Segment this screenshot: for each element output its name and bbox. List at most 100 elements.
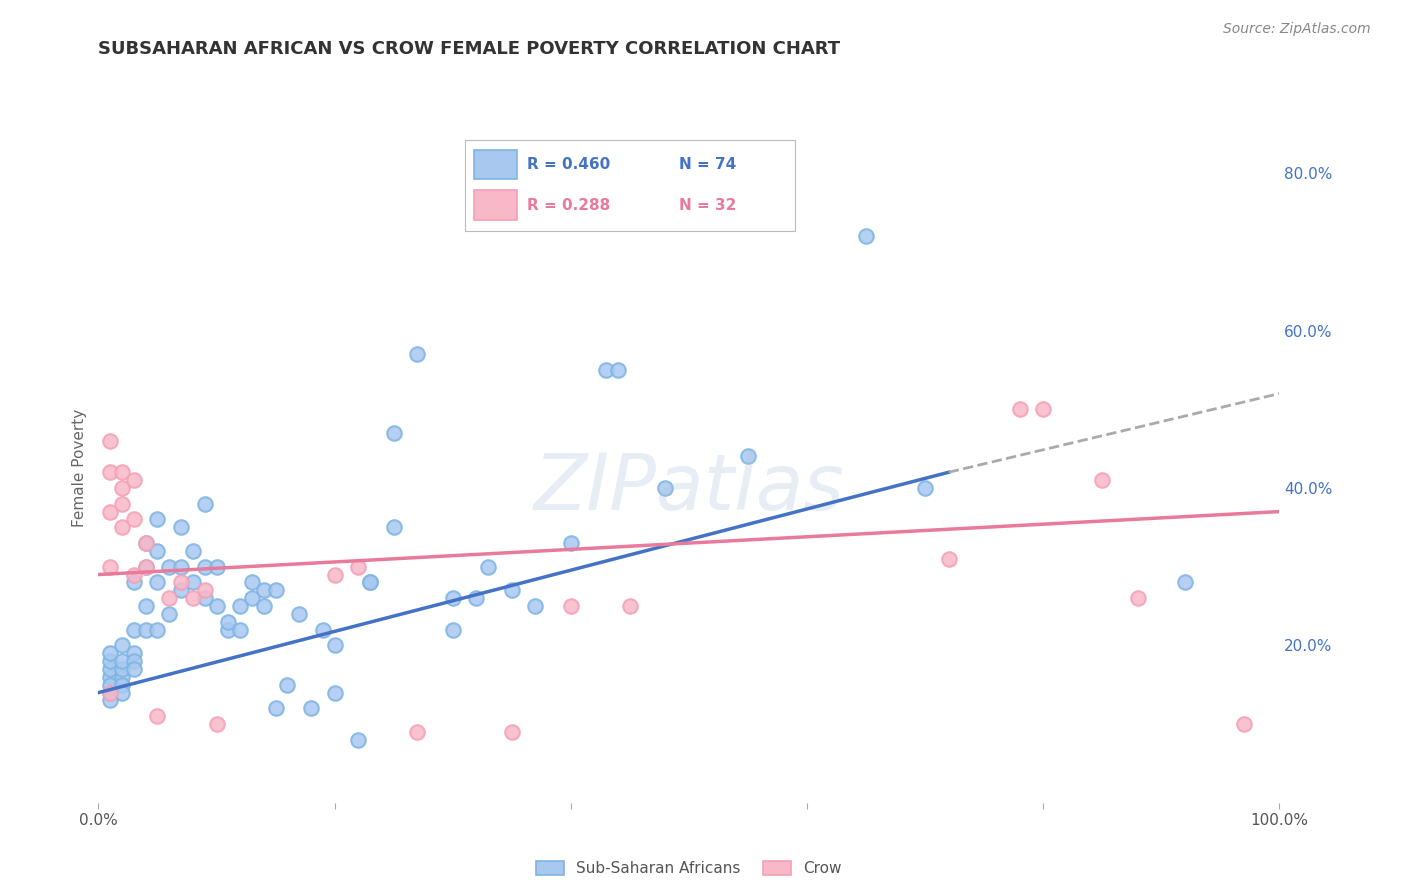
Point — [737, 450, 759, 464]
Point — [501, 725, 523, 739]
Point — [98, 685, 121, 699]
Point — [264, 701, 287, 715]
Point — [406, 725, 429, 739]
Point — [157, 607, 180, 621]
Point — [229, 599, 252, 613]
Point — [170, 583, 193, 598]
Point — [181, 544, 204, 558]
Point — [501, 583, 523, 598]
Point — [323, 639, 346, 653]
Legend: Sub-Saharan Africans, Crow: Sub-Saharan Africans, Crow — [530, 855, 848, 882]
Point — [441, 623, 464, 637]
Point — [98, 505, 121, 519]
Point — [135, 623, 157, 637]
Point — [146, 623, 169, 637]
Point — [111, 497, 134, 511]
Point — [122, 646, 145, 660]
Point — [146, 709, 169, 723]
Point — [253, 599, 276, 613]
Point — [122, 662, 145, 676]
Point — [111, 678, 134, 692]
Point — [122, 654, 145, 668]
Point — [524, 599, 547, 613]
Point — [170, 575, 193, 590]
Point — [111, 654, 134, 668]
Point — [914, 481, 936, 495]
Text: Source: ZipAtlas.com: Source: ZipAtlas.com — [1223, 22, 1371, 37]
Point — [98, 678, 121, 692]
Point — [135, 536, 157, 550]
Point — [1091, 473, 1114, 487]
Point — [111, 639, 134, 653]
Point — [1233, 717, 1256, 731]
Point — [194, 559, 217, 574]
Point — [122, 512, 145, 526]
Point — [146, 544, 169, 558]
Point — [619, 599, 641, 613]
Point — [135, 559, 157, 574]
Point — [347, 559, 370, 574]
Point — [560, 599, 582, 613]
Point — [98, 646, 121, 660]
Point — [217, 623, 239, 637]
Point — [595, 363, 617, 377]
Point — [146, 512, 169, 526]
Point — [135, 599, 157, 613]
Point — [194, 583, 217, 598]
Point — [253, 583, 276, 598]
Point — [98, 662, 121, 676]
Point — [240, 575, 263, 590]
Point — [122, 575, 145, 590]
Point — [122, 473, 145, 487]
Point — [98, 654, 121, 668]
Point — [135, 559, 157, 574]
Point — [111, 670, 134, 684]
Point — [323, 567, 346, 582]
Point — [98, 434, 121, 448]
Point — [264, 583, 287, 598]
Point — [1008, 402, 1031, 417]
Point — [170, 520, 193, 534]
Point — [111, 465, 134, 479]
Point — [98, 670, 121, 684]
Point — [217, 615, 239, 629]
Point — [205, 559, 228, 574]
Text: SUBSAHARAN AFRICAN VS CROW FEMALE POVERTY CORRELATION CHART: SUBSAHARAN AFRICAN VS CROW FEMALE POVERT… — [98, 40, 841, 58]
Point — [441, 591, 464, 606]
Point — [288, 607, 311, 621]
Point — [205, 717, 228, 731]
Point — [560, 536, 582, 550]
Text: ZIPatlas: ZIPatlas — [533, 450, 845, 526]
Point — [1126, 591, 1149, 606]
Point — [205, 599, 228, 613]
Point — [359, 575, 381, 590]
Point — [299, 701, 322, 715]
Point — [157, 591, 180, 606]
Point — [98, 693, 121, 707]
Point — [477, 559, 499, 574]
Point — [157, 559, 180, 574]
Point — [122, 623, 145, 637]
Point — [111, 662, 134, 676]
Point — [229, 623, 252, 637]
Point — [146, 575, 169, 590]
Point — [181, 591, 204, 606]
Point — [98, 685, 121, 699]
Point — [111, 520, 134, 534]
Point — [938, 551, 960, 566]
Point — [347, 732, 370, 747]
Point — [111, 481, 134, 495]
Point — [654, 481, 676, 495]
Point — [855, 229, 877, 244]
Point — [122, 567, 145, 582]
Point — [194, 497, 217, 511]
Point — [406, 347, 429, 361]
Point — [170, 559, 193, 574]
Point — [194, 591, 217, 606]
Point — [382, 425, 405, 440]
Point — [1174, 575, 1197, 590]
Y-axis label: Female Poverty: Female Poverty — [72, 409, 87, 527]
Point — [276, 678, 298, 692]
Point — [98, 559, 121, 574]
Point — [1032, 402, 1054, 417]
